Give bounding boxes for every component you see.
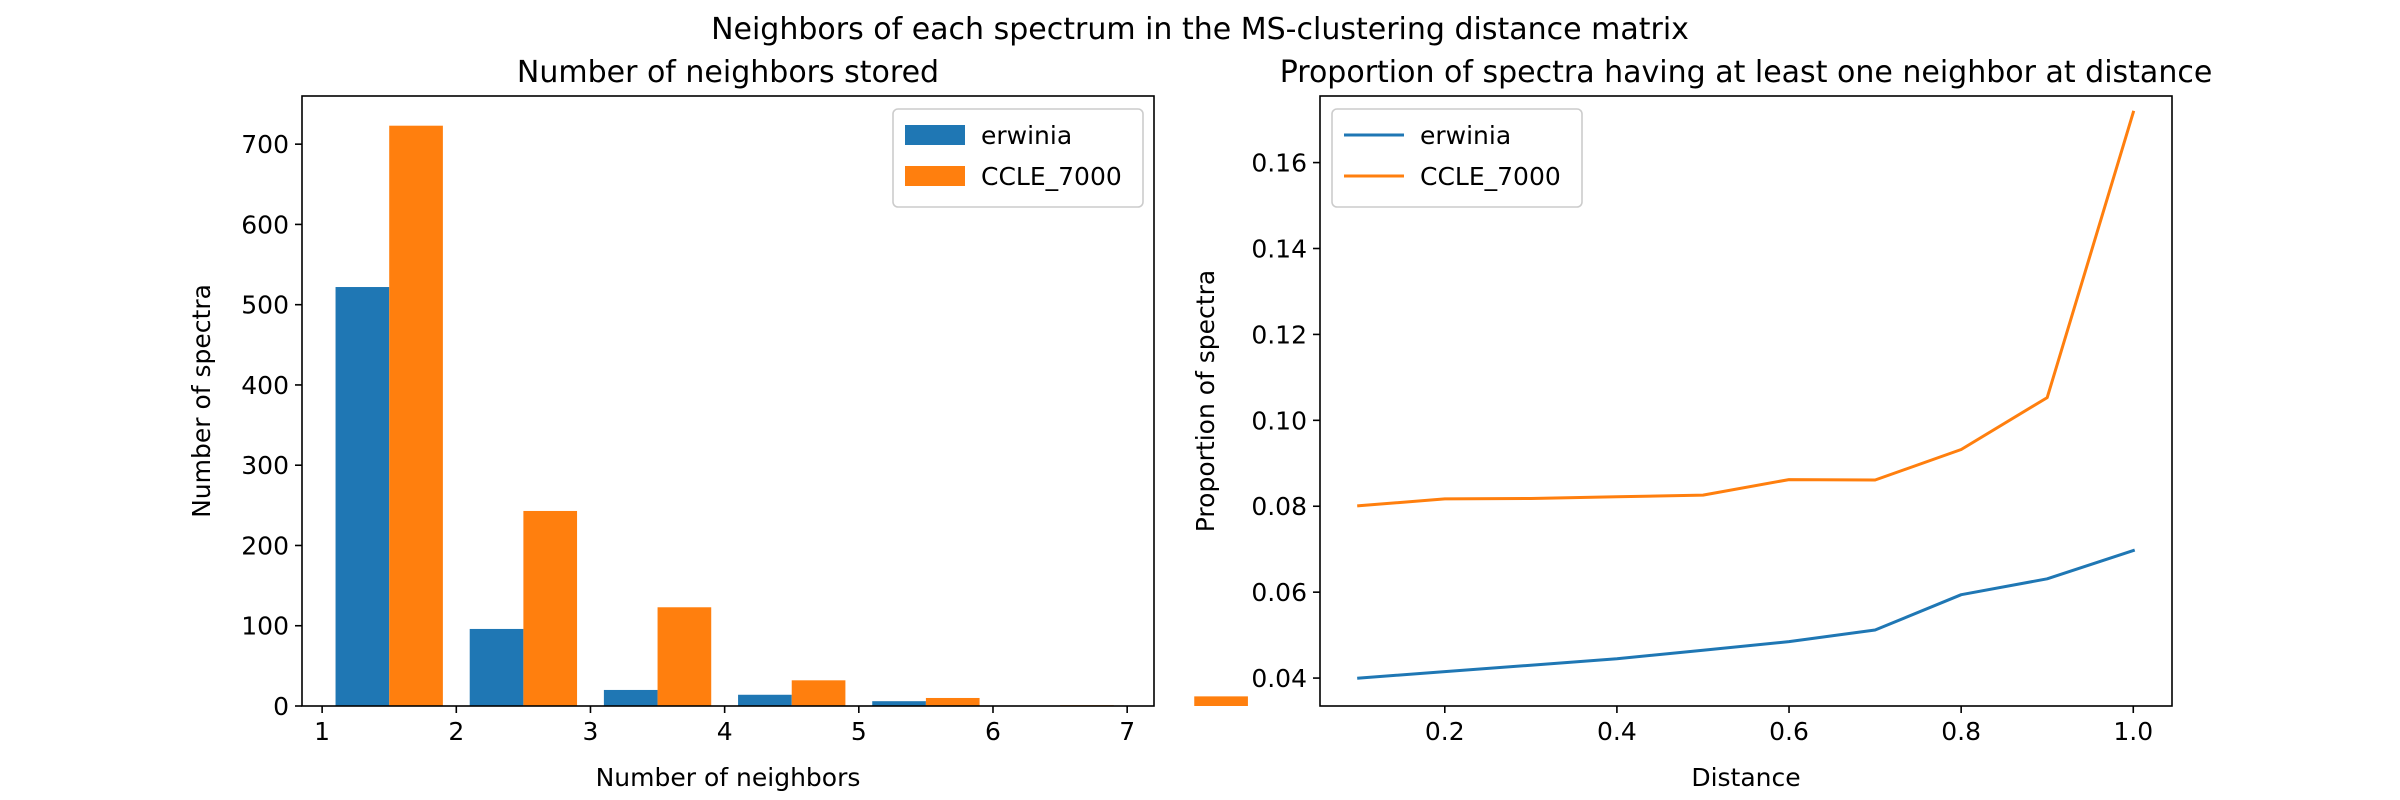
bar-erwinia-5 [872, 701, 926, 706]
figure-title: Neighbors of each spectrum in the MS-clu… [711, 12, 1689, 47]
y-tick-label: 200 [241, 531, 289, 560]
bar-erwinia-4 [738, 694, 792, 706]
y-tick-label: 0.04 [1251, 664, 1307, 693]
x-axis-label: Distance [1691, 763, 1800, 792]
x-tick-label: 6 [985, 717, 1001, 746]
bar-erwinia-2 [469, 628, 524, 706]
y-tick-label: 0.16 [1251, 149, 1307, 178]
y-tick-label: 0.12 [1251, 320, 1307, 349]
legend-label-1: CCLE_7000 [1420, 162, 1561, 191]
x-tick-label: 0.8 [1941, 717, 1981, 746]
bar-ccle-7000-7 [1194, 696, 1248, 706]
x-tick-label: 3 [583, 717, 599, 746]
y-tick-label: 600 [241, 210, 289, 239]
legend-swatch-1 [905, 166, 965, 186]
bar-ccle-7000-1 [389, 125, 443, 706]
y-tick-label: 300 [241, 451, 289, 480]
bar-ccle-7000-5 [925, 697, 980, 706]
chart-title: Proportion of spectra having at least on… [1280, 55, 2213, 90]
bar-erwinia-1 [335, 287, 390, 706]
y-tick-label: 0.14 [1251, 235, 1307, 264]
x-tick-label: 0.2 [1425, 717, 1465, 746]
line-chart-proportion: Proportion of spectra having at least on… [1191, 55, 2212, 792]
bar-erwinia-3 [603, 689, 658, 706]
y-axis-label: Number of spectra [187, 284, 216, 518]
x-tick-label: 0.6 [1769, 717, 1809, 746]
line-ccle-7000 [1357, 110, 2136, 508]
x-tick-label: 1.0 [2113, 717, 2153, 746]
x-tick-label: 4 [717, 717, 733, 746]
x-tick-label: 7 [1119, 717, 1135, 746]
y-tick-label: 500 [241, 291, 289, 320]
plot-frame [1319, 95, 2173, 707]
legend-label-0: erwinia [981, 121, 1072, 150]
chart-title: Number of neighbors stored [517, 55, 939, 90]
line-erwinia [1357, 548, 2136, 680]
y-tick-label: 0.06 [1251, 578, 1307, 607]
x-axis-label: Number of neighbors [596, 763, 861, 792]
y-tick-label: 400 [241, 371, 289, 400]
y-tick-label: 0.08 [1251, 492, 1307, 521]
bar-chart-neighbors: Number of neighbors stored 1 2 3 4 5 6 7 0 100 200… [187, 55, 1248, 792]
x-tick-label: 5 [851, 717, 867, 746]
legend-swatch-0 [905, 125, 965, 145]
legend-label-0: erwinia [1420, 121, 1511, 150]
bar-ccle-7000-4 [791, 680, 846, 706]
y-tick-label: 100 [241, 612, 289, 641]
y-tick-label: 700 [241, 130, 289, 159]
bar-ccle-7000-2 [523, 510, 578, 706]
y-tick-label: 0 [273, 692, 289, 721]
plot-frame [301, 95, 1155, 707]
y-axis-label: Proportion of spectra [1191, 270, 1220, 532]
bar-ccle-7000-3 [657, 607, 712, 706]
legend-label-1: CCLE_7000 [981, 162, 1122, 191]
x-tick-label: 0.4 [1597, 717, 1637, 746]
x-tick-label: 1 [314, 717, 330, 746]
y-tick-label: 0.10 [1251, 406, 1307, 435]
x-tick-label: 2 [448, 717, 464, 746]
